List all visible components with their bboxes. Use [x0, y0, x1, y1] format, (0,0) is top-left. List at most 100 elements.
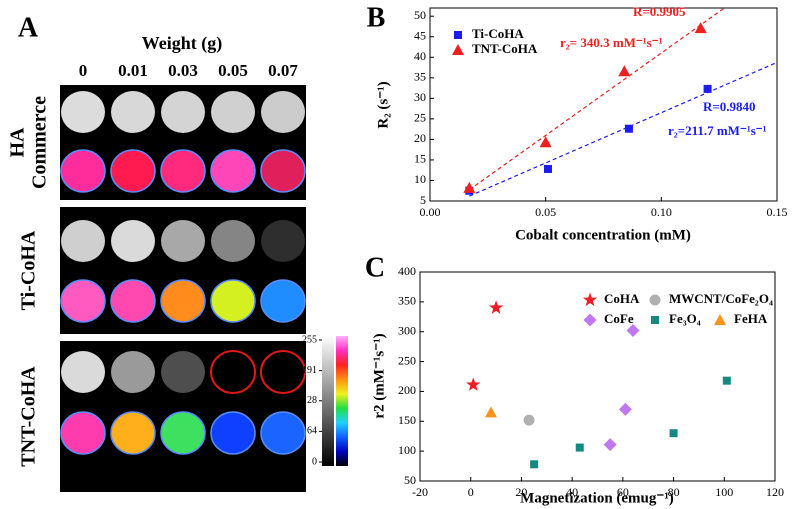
legend-label: FeHA [734, 311, 768, 326]
sample-gray [211, 91, 255, 133]
annotation: r₂=211.7 mM⁻¹s⁻¹ [668, 123, 767, 138]
column-label: 0 [79, 61, 88, 80]
marker [626, 324, 640, 338]
x-tick-label: -20 [412, 485, 428, 499]
marker [703, 84, 712, 93]
colorbar-tick-label: 191 [302, 365, 317, 376]
legend-marker [649, 294, 661, 306]
legend-marker [454, 31, 462, 39]
marker [466, 377, 481, 391]
sample-gray [261, 220, 305, 262]
y-axis-label: R₂ (s⁻¹) [375, 81, 391, 128]
sample-color [210, 149, 256, 193]
marker [618, 65, 631, 77]
sample-color [260, 279, 306, 323]
sample-gray [161, 220, 205, 262]
x-tick-label: 0 [468, 485, 474, 499]
x-tick-label: 120 [766, 485, 784, 499]
y-tick-label: 15 [414, 152, 426, 166]
sample-ring [260, 350, 306, 394]
sample-color [210, 279, 256, 323]
sample-gray [61, 91, 105, 133]
legend-marker [651, 316, 659, 324]
y-tick-label: 300 [398, 323, 416, 337]
y-tick-label: 20 [414, 131, 426, 145]
legend-label: MWCNT/CoFe₂O₄ [669, 291, 773, 306]
column-label: 0.03 [168, 61, 198, 80]
sample-color [110, 149, 156, 193]
marker [485, 406, 497, 418]
x-tick-label: 100 [715, 485, 733, 499]
panel-label: A [18, 12, 39, 43]
sample-gray [61, 220, 105, 262]
sample-gray [111, 91, 155, 133]
sample-gray [161, 351, 205, 393]
sample-color [60, 149, 106, 193]
x-tick-label: 0.10 [651, 205, 672, 219]
marker [539, 136, 552, 148]
y-tick-label: 5 [420, 193, 426, 207]
sample-gray [161, 91, 205, 133]
x-tick-label: 0.05 [535, 205, 556, 219]
marker [722, 376, 731, 385]
plot-frame [429, 7, 778, 202]
sample-color [260, 149, 306, 193]
x-tick-label: 80 [668, 485, 680, 499]
x-tick-label: 0.15 [767, 205, 788, 219]
panel-label: B [367, 2, 386, 33]
colorbar-tick-label: 0 [312, 456, 317, 467]
legend-marker [452, 44, 464, 55]
legend-label: Fe₃O₄ [669, 311, 701, 326]
marker [624, 124, 633, 133]
colorbar-gray [322, 336, 334, 466]
marker [463, 181, 476, 193]
y-tick-label: 250 [398, 353, 416, 367]
legend-label: CoHA [604, 291, 640, 306]
y-tick-label: 350 [398, 294, 416, 308]
y-tick-label: 40 [414, 49, 426, 63]
legend-marker [583, 313, 597, 327]
sample-color [110, 279, 156, 323]
y-tick-label: 25 [414, 111, 426, 125]
marker [488, 300, 504, 314]
y-tick-label: 45 [414, 28, 426, 42]
sample-gray [111, 220, 155, 262]
grid-title: Weight (g) [142, 33, 223, 54]
sample-color [160, 279, 206, 323]
legend-marker [714, 314, 726, 325]
y-tick-label: 400 [398, 264, 416, 278]
sample-color [60, 279, 106, 323]
row-label: HA [7, 127, 29, 158]
colorbar-color [336, 336, 348, 466]
x-tick-label: 40 [566, 485, 578, 499]
sample-color [260, 411, 306, 455]
row-label: Commerce [29, 96, 51, 189]
annotation: R=0.9905 [633, 4, 686, 19]
annotation: r₂= 340.3 mM⁻¹s⁻¹ [560, 35, 663, 50]
x-axis-label: Cobalt concentration (mM) [515, 227, 691, 243]
column-label: 0.05 [218, 61, 248, 80]
legend-marker [582, 292, 598, 307]
marker [523, 414, 535, 426]
y-tick-label: 10 [414, 172, 426, 186]
colorbar-tick-label: 64 [307, 426, 317, 437]
marker [694, 22, 707, 34]
legend-label: CoFe [604, 311, 634, 326]
x-tick-label: 60 [617, 485, 629, 499]
y-tick-label: 50 [404, 473, 416, 487]
y-tick-label: 50 [414, 8, 426, 22]
annotation: R=0.9840 [703, 99, 756, 114]
y-tick-label: 200 [398, 383, 416, 397]
colorbar-tick-label: 255 [302, 334, 317, 345]
column-label: 0.01 [118, 61, 148, 80]
marker [543, 164, 552, 173]
sample-gray [211, 220, 255, 262]
y-tick-label: 100 [398, 443, 416, 457]
sample-color [60, 411, 106, 455]
y-axis-label: r2 (mM⁻¹s⁻¹) [371, 333, 387, 418]
y-tick-label: 35 [414, 70, 426, 84]
legend-label: Ti-CoHA [472, 26, 524, 41]
x-tick-label: 20 [515, 485, 527, 499]
y-tick-label: 150 [398, 413, 416, 427]
